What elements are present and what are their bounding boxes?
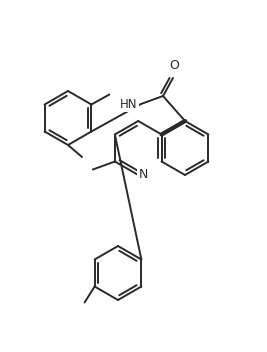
Text: HN: HN: [120, 98, 137, 111]
Text: O: O: [169, 59, 179, 72]
Text: N: N: [139, 169, 149, 182]
